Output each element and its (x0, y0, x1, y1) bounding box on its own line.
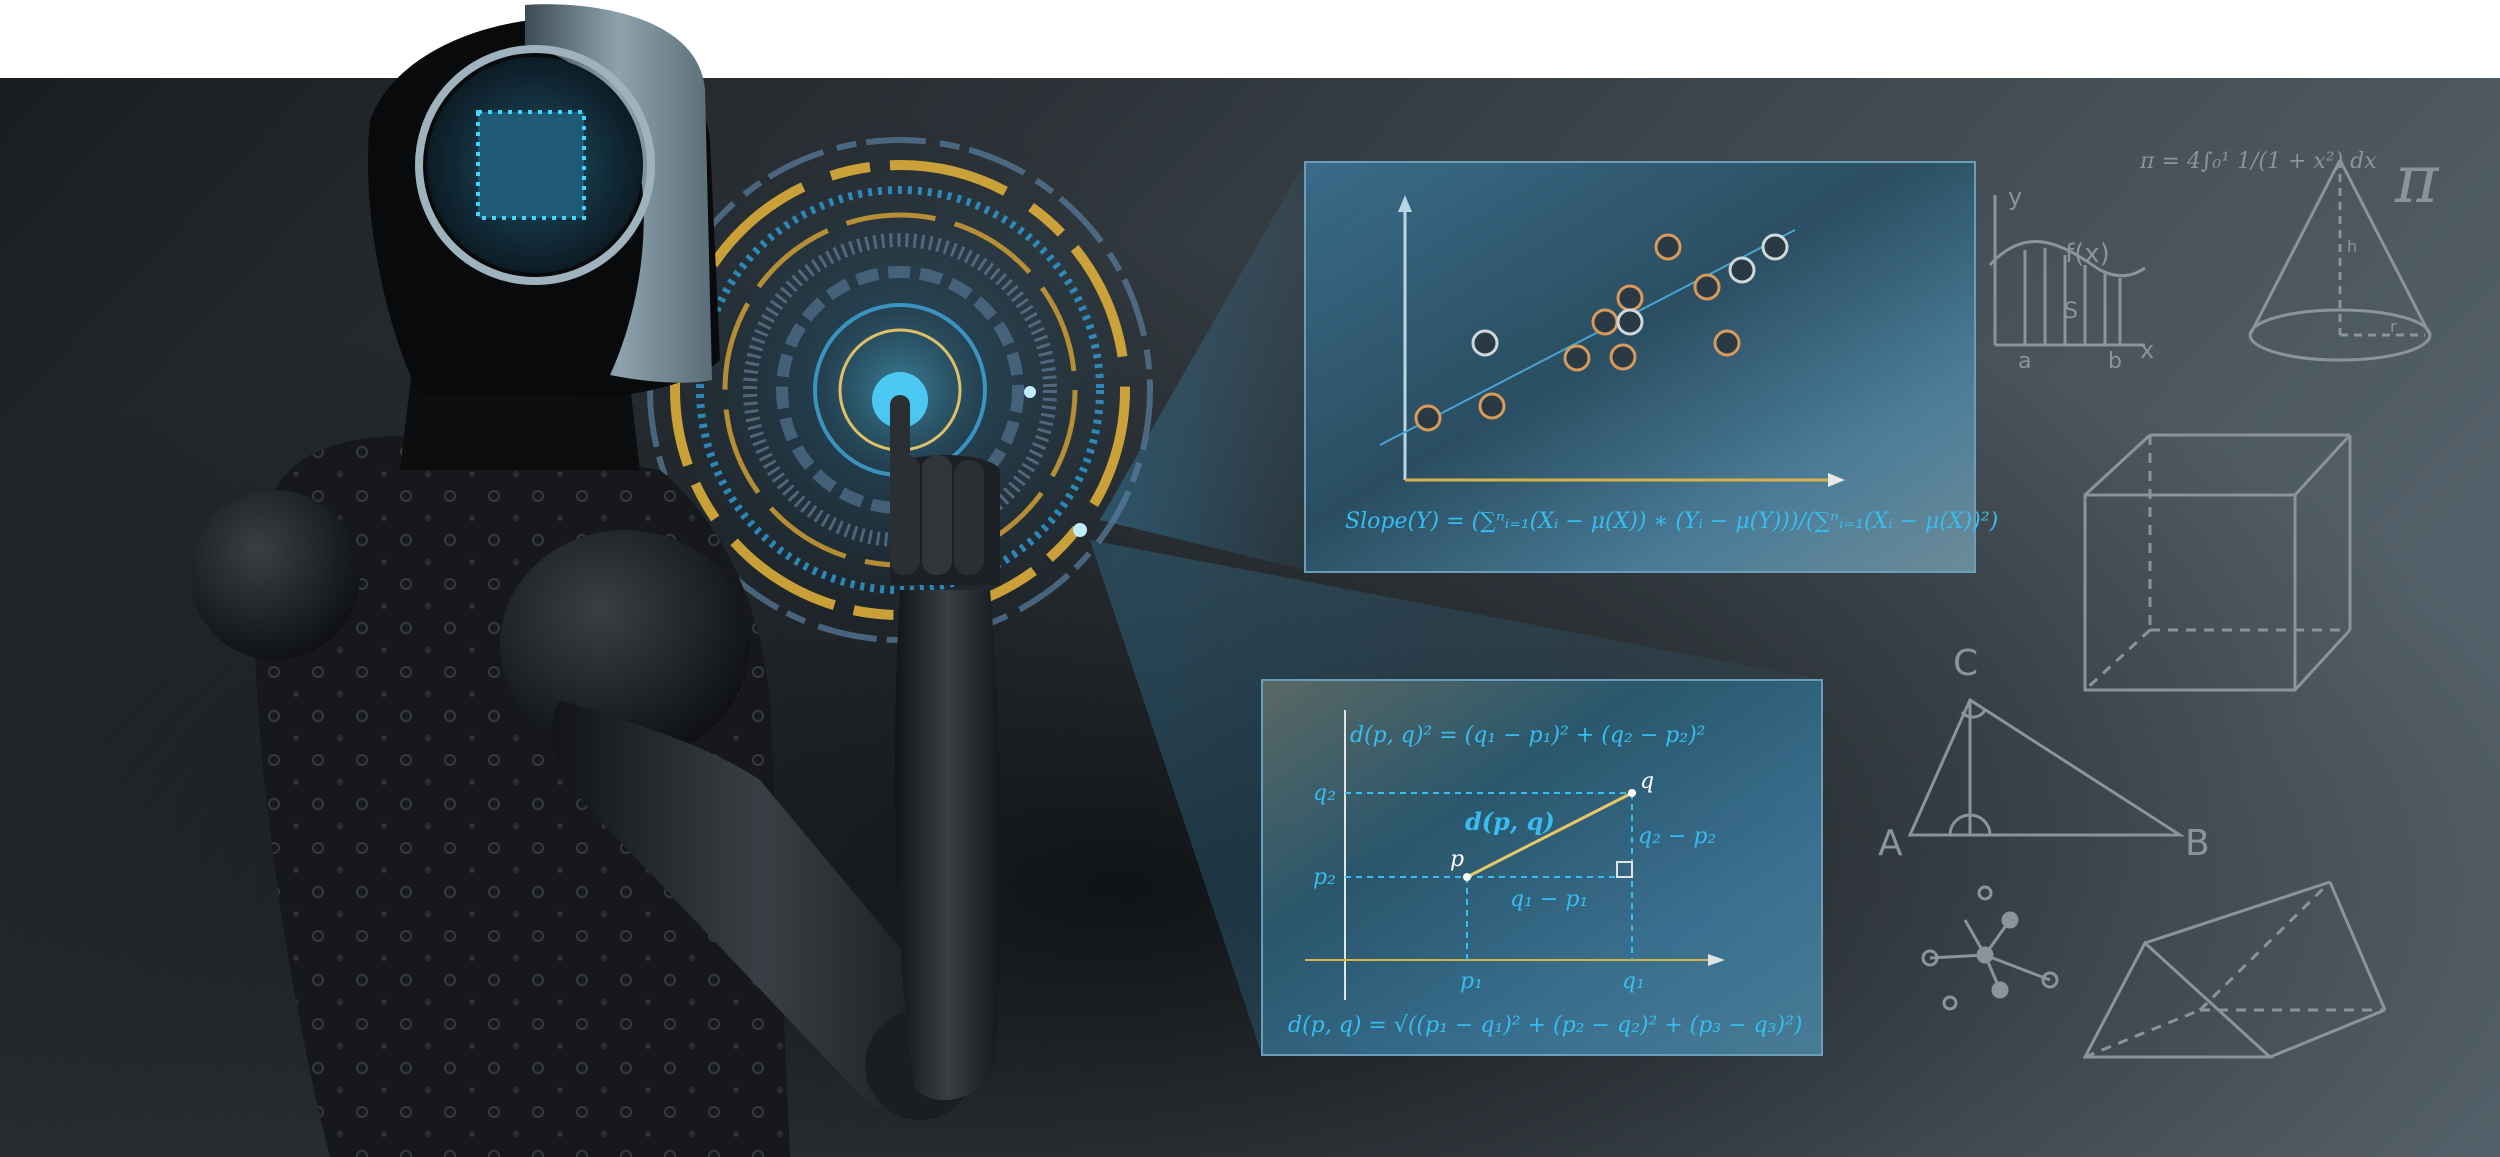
axis-label-p1: p₁ (1460, 969, 1483, 994)
label-q2-minus-p2: q₂ − p₂ (1638, 824, 1716, 849)
graph-s-label: S (2064, 299, 2078, 324)
regression-line (1379, 229, 1796, 446)
point-label-q: q (1640, 769, 1654, 794)
axis-label-q2: q₂ (1313, 781, 1336, 806)
slope-formula: Slope(Y) = (∑ⁿᵢ₌₁(Xᵢ − μ(X)) ∗ (Yᵢ − μ(Y… (1345, 509, 1998, 534)
data-point (1414, 404, 1442, 432)
hologram-ring (670, 160, 1130, 620)
robot-finger (954, 460, 984, 575)
graph-a-label: a (2018, 349, 2031, 374)
data-point (1713, 329, 1741, 357)
data-point (1478, 392, 1506, 420)
point-label-p: p (1450, 847, 1464, 872)
triangle-sketch (1907, 697, 2186, 837)
sketch-labels: π = 4∫₀¹ 1/(1 + x²) dx π y x f(x) S a b … (1878, 141, 2440, 864)
triangle-vertex-b: B (2185, 823, 2210, 864)
axis-label-p2: p₂ (1313, 865, 1336, 890)
regression-y-axis-arrow (1398, 195, 1412, 212)
data-point (1616, 284, 1644, 312)
data-point (1693, 273, 1721, 301)
robot-face-ring (415, 45, 655, 285)
data-point (1616, 308, 1644, 336)
distance-3d-formula: d(p, q) = √((p₁ − q₁)² + (p₂ − q₂)² + (p… (1288, 1013, 1802, 1038)
triangle-vertex-a: A (1878, 823, 1903, 864)
function-graph-sketch (1988, 195, 2146, 347)
robot-head-shell (525, 4, 712, 383)
data-point (1728, 256, 1756, 284)
point-q (1628, 789, 1636, 797)
graph-y-label: y (2008, 183, 2022, 211)
point-p (1463, 873, 1471, 881)
cube-sketch (2083, 433, 2352, 692)
hologram-ring (743, 233, 1057, 547)
robot-chip-icon (476, 110, 586, 220)
graph-fx-label: f(x) (2065, 239, 2110, 269)
hologram-spark (1024, 386, 1036, 398)
robot-finger (890, 455, 920, 575)
robot-finger (922, 455, 952, 575)
regression-panel: Slope(Y) = (∑ⁿᵢ₌₁(Xᵢ − μ(X)) ∗ (Yᵢ − μ(Y… (1304, 161, 1998, 573)
distance-panel-frame (1261, 679, 1823, 1056)
data-point (1471, 329, 1499, 357)
hologram-spark (1073, 523, 1087, 537)
regression-points (1414, 233, 1789, 432)
cone-sketch (2248, 159, 2432, 362)
hologram-ring (776, 266, 1024, 514)
robot-forearm (895, 590, 1001, 1100)
segment-label-dpq: d(p, q) (1465, 807, 1555, 836)
data-point (1591, 308, 1619, 336)
cone-height-label: h (2347, 237, 2357, 256)
pi-integral-formula: π = 4∫₀¹ 1/(1 + x²) dx (2139, 149, 2377, 174)
pi-symbol: π (2394, 141, 2440, 218)
robot (190, 4, 1001, 1157)
label-q1-minus-p1: q₁ − p₁ (1510, 887, 1588, 912)
graph-x-label: x (2140, 336, 2154, 364)
math-sketches (1907, 159, 2432, 1059)
data-point (1563, 344, 1591, 372)
graph-b-label: b (2108, 349, 2122, 374)
distance-segment (1466, 791, 1633, 879)
distance-panel: d(p, q)² = (q₁ − p₁)² + (q₂ − p₂)² q₂ p₂… (1261, 679, 1823, 1056)
beam-lower (1090, 540, 1822, 1055)
regression-panel-frame (1304, 161, 1976, 573)
robot-upper-arm (552, 700, 971, 1118)
prism-sketch (2082, 880, 2387, 1059)
distance-squared-formula: d(p, q)² = (q₁ − p₁)² + (q₂ − p₂)² (1350, 723, 1705, 748)
right-angle-marker (1616, 861, 1633, 878)
regression-x-axis-arrow (1828, 473, 1845, 487)
robot-index-finger (890, 395, 910, 485)
axis-label-q1: q₁ (1622, 969, 1645, 994)
distance-x-axis-arrow (1708, 954, 1725, 966)
robot-left-shoulder (190, 490, 360, 660)
data-point (1761, 233, 1789, 261)
data-point (1654, 233, 1682, 261)
triangle-vertex-c: C (1953, 643, 1978, 684)
cone-radius-label: r (2390, 317, 2397, 336)
data-point (1609, 343, 1637, 371)
hologram-ring (696, 186, 1104, 594)
molecule-sketch (1921, 885, 2059, 1011)
